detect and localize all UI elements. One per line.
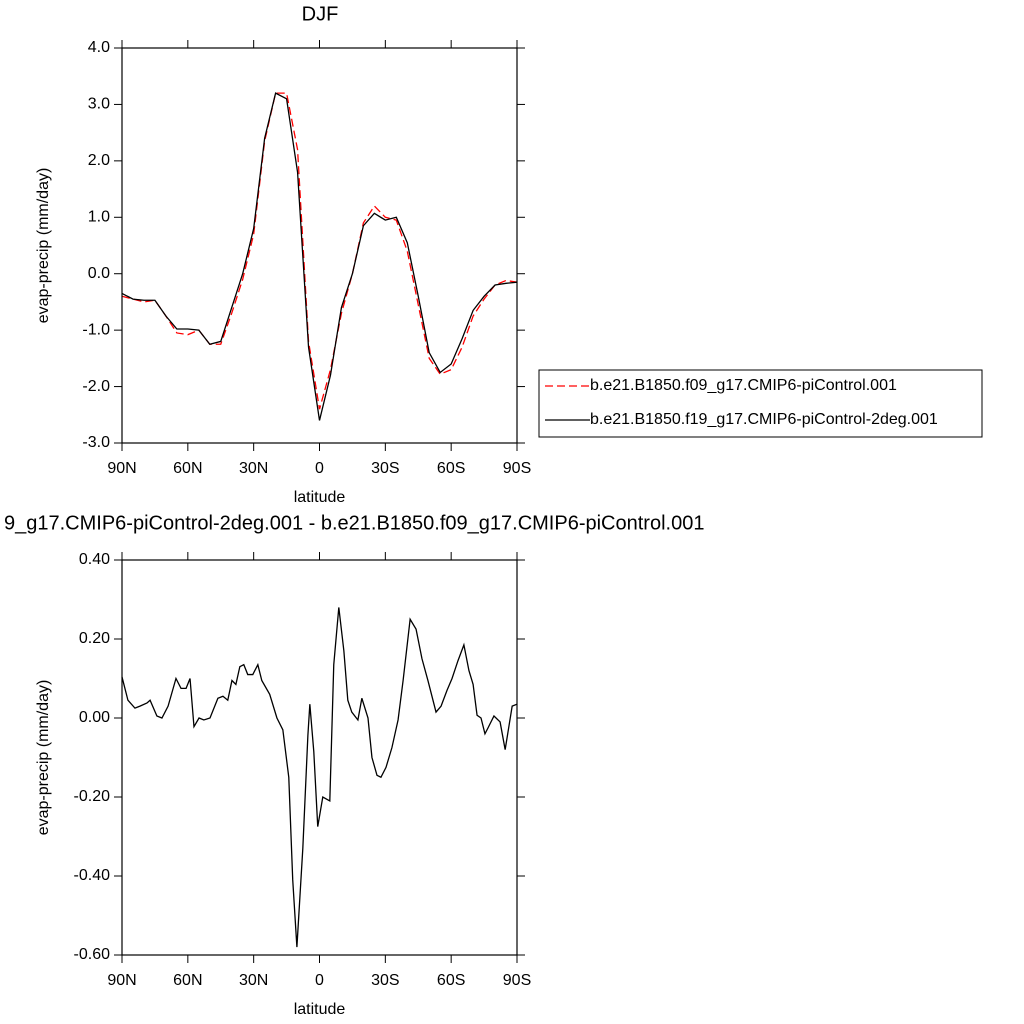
chart-title: 9_g17.CMIP6-piControl-2deg.001 - b.e21.B… [4,512,704,534]
y-axis-label: evap-precip (mm/day) [35,680,52,836]
x-tick-label: 90S [503,972,531,989]
y-tick-label: 4.0 [88,39,110,56]
x-axis-label: latitude [294,489,346,506]
y-tick-label: 0.20 [79,630,110,647]
legend-box [538,369,983,438]
x-tick-label: 90N [107,460,136,477]
x-tick-label: 30N [239,460,268,477]
x-tick-label: 60N [173,972,202,989]
plot-frame [121,47,518,444]
x-tick-label: 30S [371,972,399,989]
y-tick-label: -0.20 [74,788,111,805]
legend-label: b.e21.B1850.f19_g17.CMIP6-piControl-2deg… [590,411,938,428]
x-tick-label: 60S [437,972,465,989]
data-line [121,607,518,948]
x-tick-label: 0 [315,972,324,989]
y-tick-label: -0.60 [74,946,111,963]
x-tick-label: 90N [107,972,136,989]
y-tick-label: 3.0 [88,96,110,113]
x-tick-label: 0 [315,460,324,477]
y-tick-label: -0.40 [74,867,111,884]
y-tick-label: -3.0 [82,434,110,451]
plot-frame [121,559,518,956]
y-tick-label: 0.40 [79,551,110,568]
legend: b.e21.B1850.f09_g17.CMIP6-piControl.001b… [538,369,983,438]
y-tick-label: 0.0 [88,265,110,282]
x-tick-label: 60N [173,460,202,477]
x-tick-label: 30S [371,460,399,477]
y-tick-label: 1.0 [88,209,110,226]
x-axis-label: latitude [294,1001,346,1018]
y-tick-label: 0.00 [79,709,110,726]
x-tick-label: 90S [503,460,531,477]
y-tick-label: -2.0 [82,378,110,395]
x-tick-label: 30N [239,972,268,989]
y-tick-label: -1.0 [82,321,110,338]
y-tick-label: 2.0 [88,152,110,169]
y-axis-label: evap-precip (mm/day) [35,168,52,324]
data-line [121,92,518,421]
chart-title: DJF [302,3,339,25]
data-line [121,92,518,410]
x-tick-label: 60S [437,460,465,477]
legend-label: b.e21.B1850.f09_g17.CMIP6-piControl.001 [590,377,897,394]
